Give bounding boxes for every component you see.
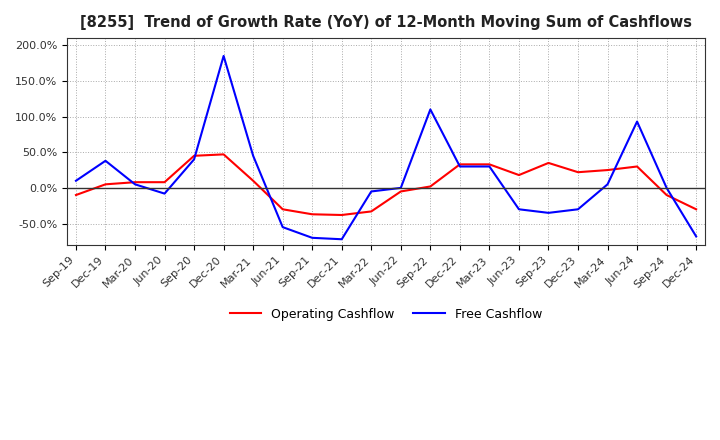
Free Cashflow (603, 182, 612, 187)
Operating Cashflow (220, 152, 228, 157)
Operating Cashflow (397, 189, 405, 194)
Title: [8255]  Trend of Growth Rate (YoY) of 12-Month Moving Sum of Cashflows: [8255] Trend of Growth Rate (YoY) of 12-… (80, 15, 692, 30)
Operating Cashflow (338, 213, 346, 218)
Free Cashflow (662, 185, 671, 191)
Operating Cashflow (692, 207, 701, 212)
Legend: Operating Cashflow, Free Cashflow: Operating Cashflow, Free Cashflow (225, 303, 547, 326)
Line: Operating Cashflow: Operating Cashflow (76, 154, 696, 215)
Operating Cashflow (574, 169, 582, 175)
Free Cashflow (633, 119, 642, 124)
Operating Cashflow (485, 162, 494, 167)
Operating Cashflow (308, 212, 317, 217)
Free Cashflow (692, 234, 701, 239)
Free Cashflow (308, 235, 317, 241)
Free Cashflow (426, 107, 435, 112)
Free Cashflow (71, 178, 80, 183)
Free Cashflow (544, 210, 553, 216)
Operating Cashflow (190, 153, 199, 158)
Free Cashflow (249, 153, 258, 158)
Free Cashflow (279, 224, 287, 230)
Operating Cashflow (102, 182, 110, 187)
Free Cashflow (574, 207, 582, 212)
Line: Free Cashflow: Free Cashflow (76, 56, 696, 239)
Operating Cashflow (131, 180, 140, 185)
Free Cashflow (220, 53, 228, 59)
Free Cashflow (397, 185, 405, 191)
Free Cashflow (367, 189, 376, 194)
Operating Cashflow (515, 172, 523, 178)
Operating Cashflow (279, 207, 287, 212)
Operating Cashflow (249, 178, 258, 183)
Operating Cashflow (633, 164, 642, 169)
Free Cashflow (161, 191, 169, 196)
Operating Cashflow (662, 192, 671, 198)
Operating Cashflow (426, 184, 435, 189)
Operating Cashflow (161, 180, 169, 185)
Free Cashflow (515, 207, 523, 212)
Operating Cashflow (71, 192, 80, 198)
Free Cashflow (338, 237, 346, 242)
Operating Cashflow (544, 160, 553, 165)
Free Cashflow (485, 164, 494, 169)
Operating Cashflow (367, 209, 376, 214)
Operating Cashflow (456, 162, 464, 167)
Free Cashflow (102, 158, 110, 163)
Operating Cashflow (603, 168, 612, 173)
Free Cashflow (456, 164, 464, 169)
Free Cashflow (190, 157, 199, 162)
Free Cashflow (131, 182, 140, 187)
